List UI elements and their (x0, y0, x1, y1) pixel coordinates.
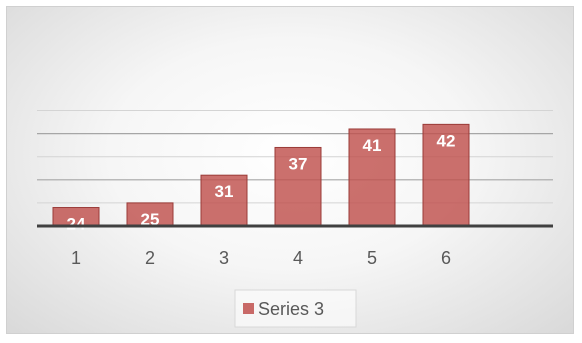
data-label: 41 (363, 136, 382, 155)
bar (348, 128, 396, 227)
x-tick-label: 2 (145, 248, 155, 268)
legend-box (234, 289, 357, 328)
legend-swatch-series-3 (243, 303, 254, 314)
bars (52, 123, 470, 227)
data-label: 42 (437, 131, 456, 150)
bar-chart: 24 25 31 37 41 42 1 2 3 4 5 6 Series 3 (37, 110, 553, 328)
x-tick-label: 4 (293, 248, 303, 268)
legend-label-series-3: Series 3 (258, 299, 324, 319)
data-label: 31 (215, 182, 234, 201)
data-labels: 24 25 31 37 41 42 (67, 131, 456, 233)
x-tick-labels: 1 2 3 4 5 6 (71, 248, 451, 268)
legend: Series 3 (234, 289, 357, 328)
x-tick-label: 5 (367, 248, 377, 268)
bar (422, 123, 470, 227)
bar (200, 174, 248, 227)
x-tick-label: 3 (219, 248, 229, 268)
data-label: 24 (67, 215, 86, 234)
data-label: 37 (289, 154, 308, 173)
data-label: 25 (141, 210, 160, 229)
bar (274, 146, 322, 227)
x-tick-label: 6 (441, 248, 451, 268)
chart-area: 24 25 31 37 41 42 1 2 3 4 5 6 Series 3 (6, 6, 574, 334)
x-tick-label: 1 (71, 248, 81, 268)
